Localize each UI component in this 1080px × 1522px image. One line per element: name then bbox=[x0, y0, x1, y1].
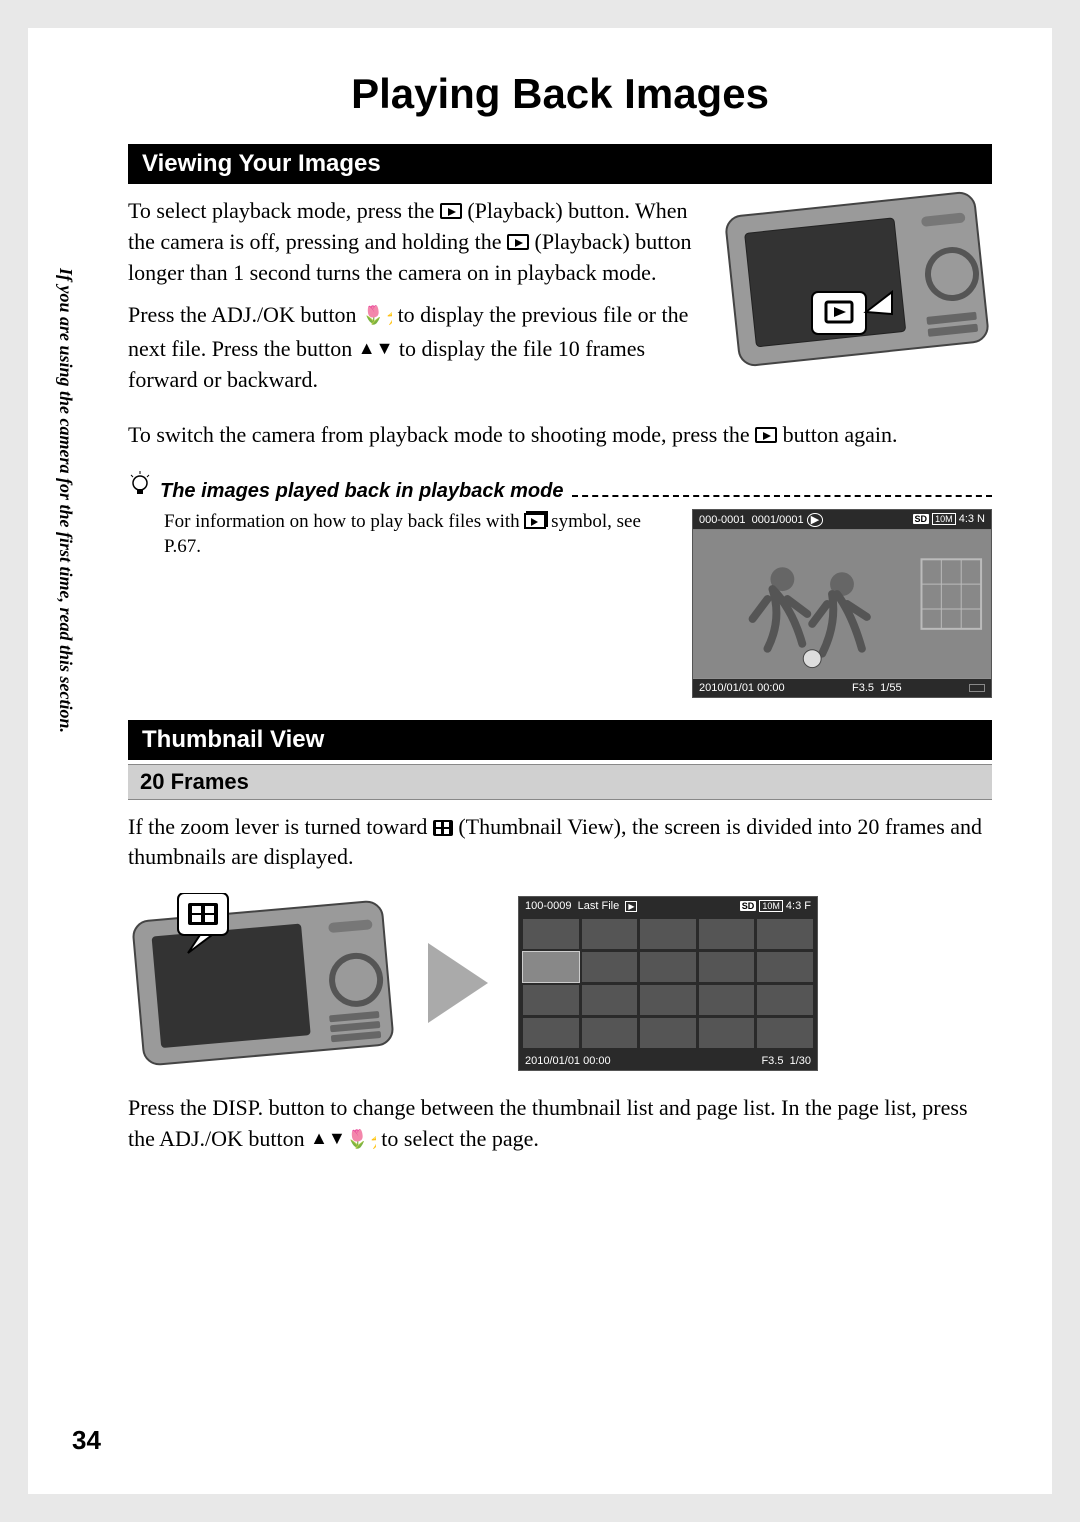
text: If the zoom lever is turned toward bbox=[128, 814, 433, 839]
lcd-folder: 000-0001 bbox=[699, 514, 746, 526]
tip-header-row: The images played back in playback mode bbox=[128, 469, 992, 503]
text: For information on how to play back file… bbox=[164, 511, 524, 532]
svg-text:🌷⚡: 🌷⚡ bbox=[346, 1129, 376, 1149]
lightbulb-icon bbox=[128, 471, 152, 497]
lcd-bottom-bar: 2010/01/01 00:00 F3.5 1/55 bbox=[693, 679, 991, 697]
svg-text:🌷⚡: 🌷⚡ bbox=[362, 305, 392, 325]
lcd-label: Last File bbox=[578, 900, 620, 912]
playback-icon bbox=[755, 427, 777, 443]
para-thumbnail: If the zoom lever is turned toward (Thum… bbox=[128, 812, 992, 874]
camera-back-illustration-2 bbox=[128, 893, 398, 1073]
lcd-shutter: 1/30 bbox=[790, 1055, 811, 1067]
up-down-icon: ▲▼ bbox=[310, 1126, 346, 1151]
size-badge: 10M bbox=[932, 513, 956, 525]
para-switch-mode: To switch the camera from playback mode … bbox=[128, 420, 992, 451]
sd-badge: SD bbox=[740, 901, 757, 911]
page-number: 34 bbox=[72, 1425, 101, 1456]
manual-page: If you are using the camera for the firs… bbox=[28, 28, 1052, 1494]
text: Press the DISP. button to change between… bbox=[128, 1095, 968, 1151]
sidebar-note: If you are using the camera for the firs… bbox=[55, 268, 76, 733]
size-badge: 10M bbox=[759, 900, 783, 912]
para-disp-button: Press the DISP. button to change between… bbox=[128, 1093, 992, 1158]
lcd-folder: 100-0009 bbox=[525, 900, 572, 912]
text: To select playback mode, press the bbox=[128, 198, 440, 223]
text: To switch the camera from playback mode … bbox=[128, 422, 755, 447]
lcd-bottom-bar: 2010/01/01 00:00 F3.5 1/30 bbox=[519, 1052, 817, 1070]
camera-back-illustration bbox=[722, 184, 992, 374]
lcd-top-bar: 000-0001 0001/0001 ▶ SD 10M 4:3 N bbox=[693, 510, 991, 529]
para-playback-mode: To select playback mode, press the (Play… bbox=[128, 196, 702, 288]
para-adj-ok: Press the ADJ./OK button 🌷⚡ to display t… bbox=[128, 300, 702, 395]
playback-icon bbox=[507, 234, 529, 250]
thumbnail-illustration-row: 100-0009 Last File ▶ SD 10M 4:3 F 2010/0… bbox=[128, 893, 992, 1073]
lcd-playback-preview: 000-0001 0001/0001 ▶ SD 10M 4:3 N bbox=[692, 509, 992, 698]
lcd-date: 2010/01/01 00:00 bbox=[525, 1055, 611, 1067]
up-down-icon: ▲▼ bbox=[358, 336, 394, 361]
lcd-aperture: F3.5 bbox=[852, 682, 874, 694]
macro-flash-icon: 🌷⚡ bbox=[362, 303, 392, 334]
lcd-aperture: F3.5 bbox=[761, 1055, 783, 1067]
tip-body: For information on how to play back file… bbox=[164, 509, 672, 560]
tip-divider bbox=[572, 485, 993, 497]
tip-title: The images played back in playback mode bbox=[160, 480, 564, 503]
section-header-viewing: Viewing Your Images bbox=[128, 144, 992, 184]
ratio: 4:3 N bbox=[959, 513, 985, 525]
page-title: Playing Back Images bbox=[128, 70, 992, 118]
text: to select the page. bbox=[381, 1126, 539, 1151]
sequence-playback-icon bbox=[524, 513, 546, 529]
section-header-thumbnail: Thumbnail View bbox=[128, 720, 992, 760]
thumbnail-grid bbox=[519, 915, 817, 1052]
ratio: 4:3 F bbox=[786, 900, 811, 912]
macro-flash-icon: 🌷⚡ bbox=[346, 1127, 376, 1158]
text: Press the ADJ./OK button bbox=[128, 302, 362, 327]
lcd-thumbnail-preview: 100-0009 Last File ▶ SD 10M 4:3 F 2010/0… bbox=[518, 896, 818, 1071]
thumbnail-view-icon bbox=[433, 820, 453, 836]
text: button again. bbox=[783, 422, 898, 447]
lcd-top-bar: 100-0009 Last File ▶ SD 10M 4:3 F bbox=[519, 897, 817, 915]
sd-badge: SD bbox=[913, 514, 930, 524]
transition-arrow-icon bbox=[428, 943, 488, 1023]
subsection-20frames: 20 Frames bbox=[128, 764, 992, 800]
lcd-shutter: 1/55 bbox=[880, 682, 901, 694]
lcd-date: 2010/01/01 00:00 bbox=[699, 682, 785, 694]
lcd-image-area bbox=[693, 529, 991, 679]
playback-icon bbox=[440, 203, 462, 219]
lcd-file: 0001/0001 bbox=[752, 514, 804, 526]
